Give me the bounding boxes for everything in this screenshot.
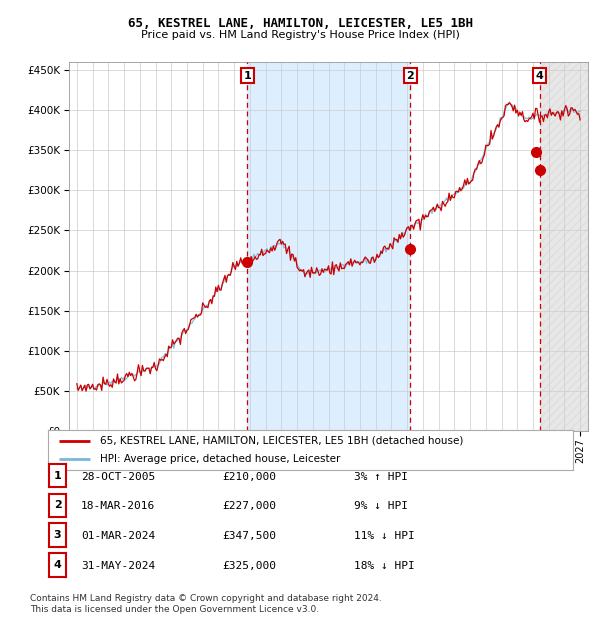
Bar	[247, 62, 410, 431]
Text: 18-MAR-2016: 18-MAR-2016	[81, 502, 155, 512]
Text: 1: 1	[54, 471, 61, 480]
Text: £325,000: £325,000	[222, 561, 276, 571]
Text: Price paid vs. HM Land Registry's House Price Index (HPI): Price paid vs. HM Land Registry's House …	[140, 30, 460, 40]
Text: 01-MAR-2024: 01-MAR-2024	[81, 531, 155, 541]
Text: 18% ↓ HPI: 18% ↓ HPI	[354, 561, 415, 571]
Text: 31-MAY-2024: 31-MAY-2024	[81, 561, 155, 571]
Text: Contains HM Land Registry data © Crown copyright and database right 2024.: Contains HM Land Registry data © Crown c…	[30, 593, 382, 603]
Text: 11% ↓ HPI: 11% ↓ HPI	[354, 531, 415, 541]
Text: 2: 2	[407, 71, 415, 81]
Text: 3% ↑ HPI: 3% ↑ HPI	[354, 472, 408, 482]
Text: HPI: Average price, detached house, Leicester: HPI: Average price, detached house, Leic…	[101, 454, 341, 464]
Text: 28-OCT-2005: 28-OCT-2005	[81, 472, 155, 482]
Text: 4: 4	[536, 71, 544, 81]
Text: 4: 4	[53, 560, 62, 570]
Text: 2: 2	[54, 500, 61, 510]
Bar	[539, 62, 588, 431]
Text: This data is licensed under the Open Government Licence v3.0.: This data is licensed under the Open Gov…	[30, 604, 319, 614]
Text: 65, KESTREL LANE, HAMILTON, LEICESTER, LE5 1BH (detached house): 65, KESTREL LANE, HAMILTON, LEICESTER, L…	[101, 435, 464, 446]
Text: £210,000: £210,000	[222, 472, 276, 482]
Text: 1: 1	[244, 71, 251, 81]
Text: £347,500: £347,500	[222, 531, 276, 541]
Text: 65, KESTREL LANE, HAMILTON, LEICESTER, LE5 1BH: 65, KESTREL LANE, HAMILTON, LEICESTER, L…	[128, 17, 473, 30]
Text: 9% ↓ HPI: 9% ↓ HPI	[354, 502, 408, 512]
Text: £227,000: £227,000	[222, 502, 276, 512]
Text: 3: 3	[54, 530, 61, 540]
